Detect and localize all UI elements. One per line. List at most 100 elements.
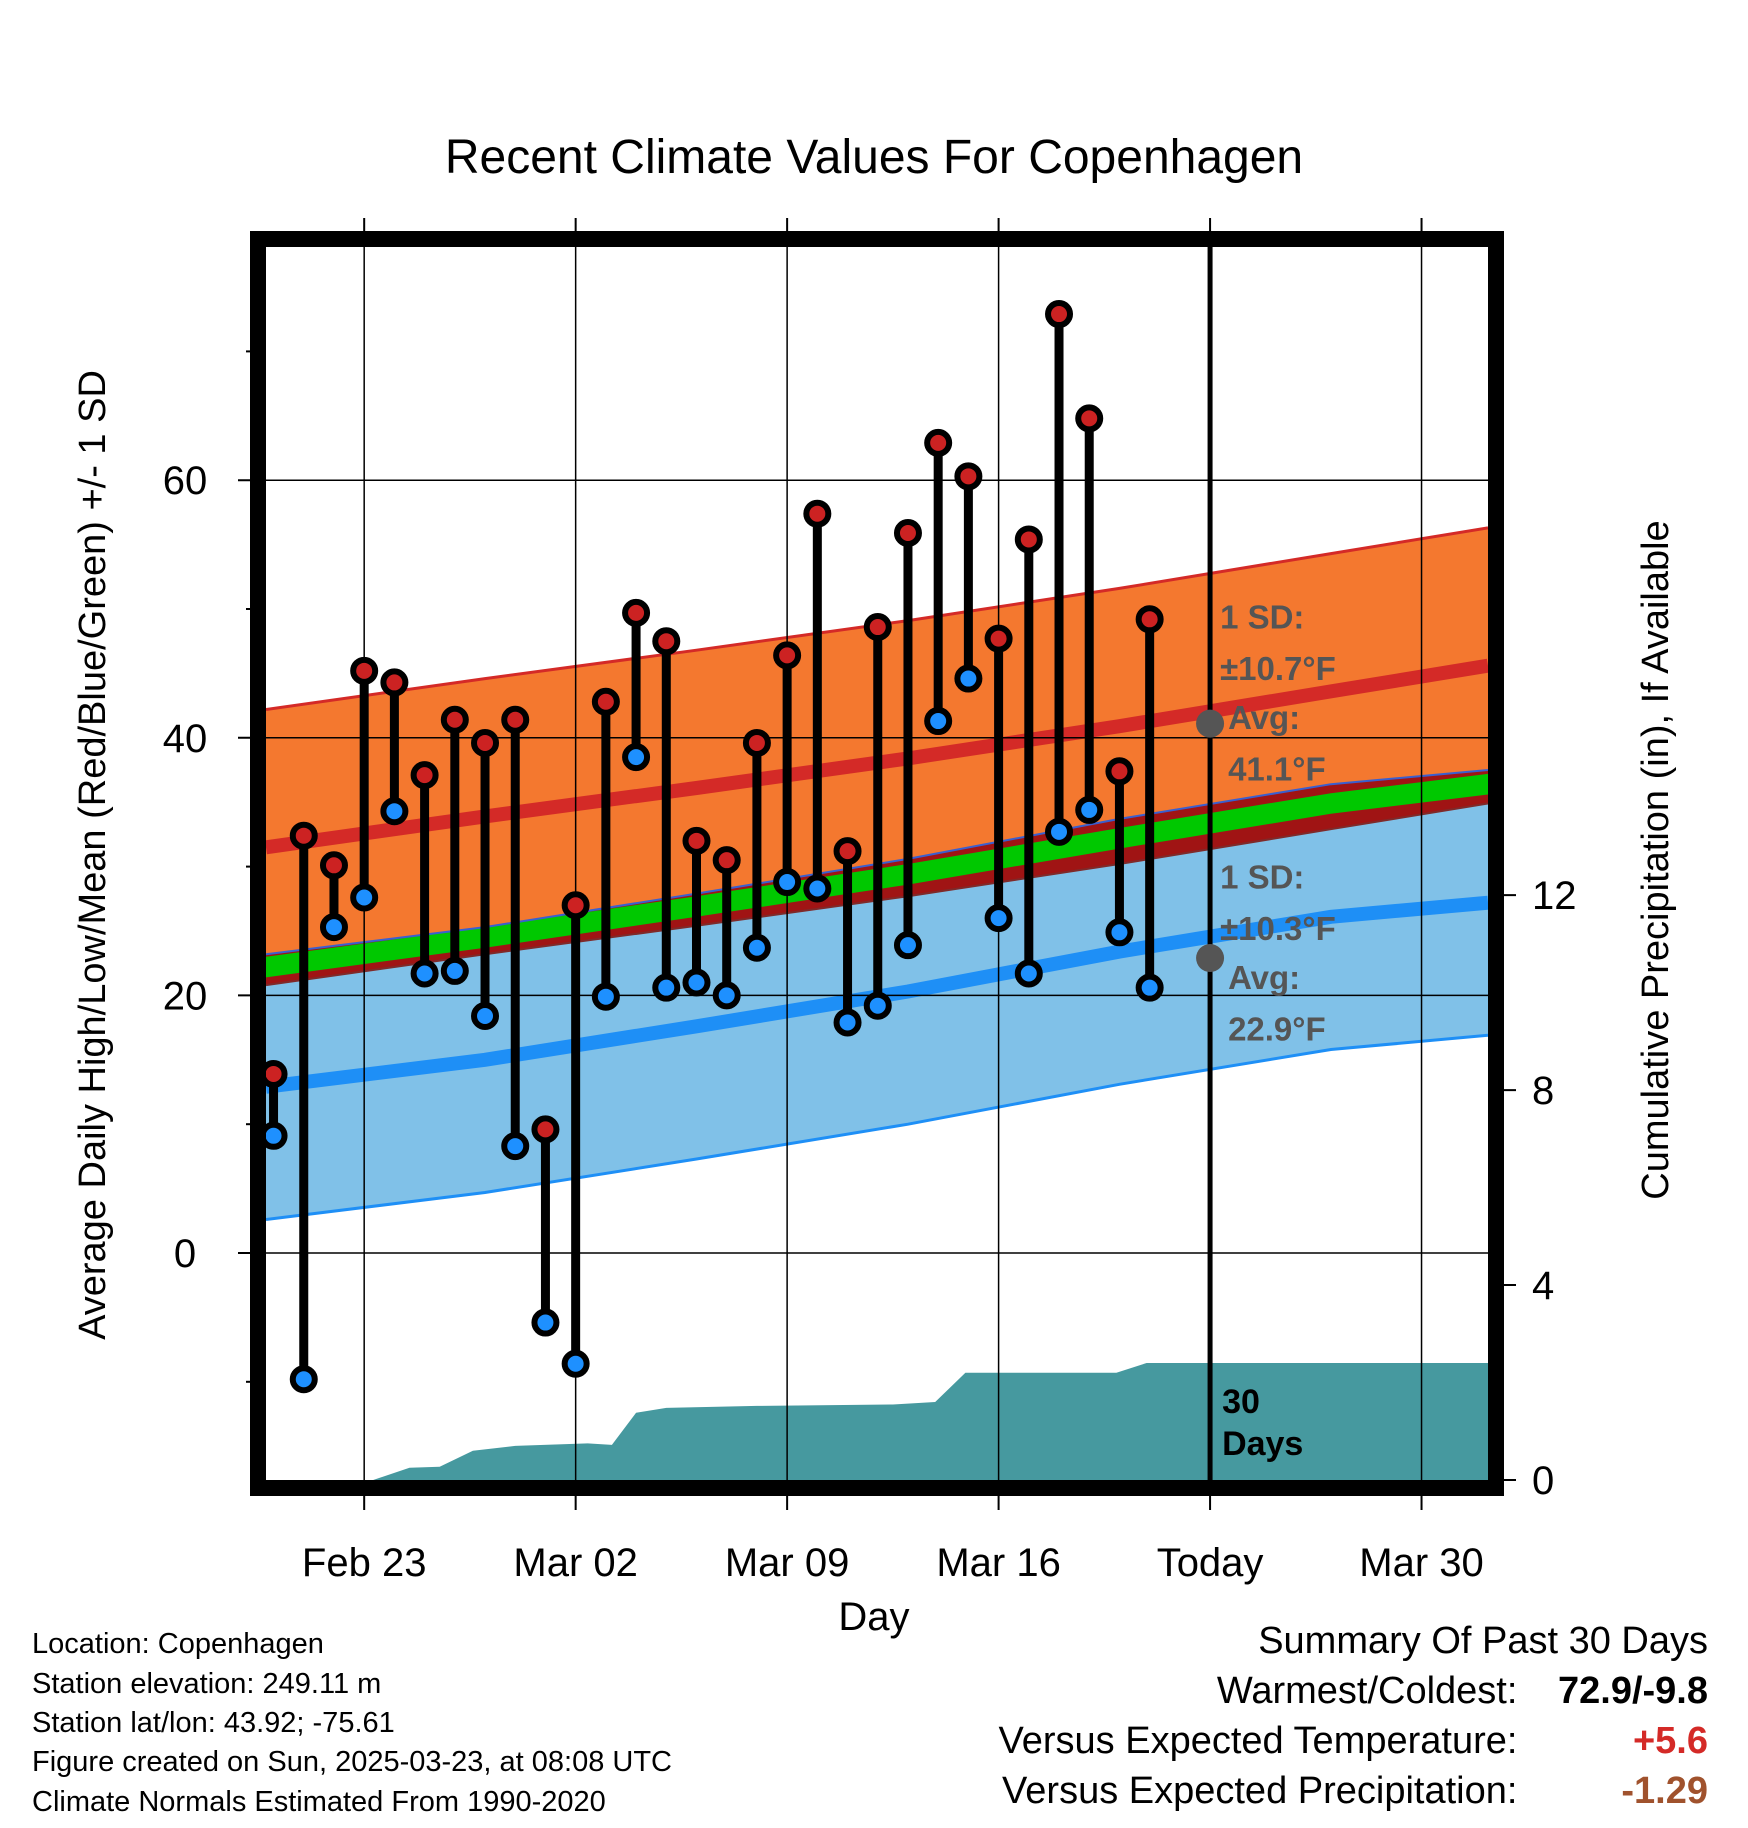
daily-high-point [591, 687, 620, 716]
y2-tick-label: 4 [1532, 1264, 1554, 1308]
warm-cold-label: Warmest/Coldest: [1216, 1670, 1518, 1712]
daily-low-point [893, 931, 922, 960]
daily-high-point [682, 826, 711, 855]
summary-temp: Versus Expected Temperature: +5.6 [999, 1720, 1708, 1763]
x-tick-label: Today [1157, 1541, 1264, 1585]
daily-low-point [682, 968, 711, 997]
precip-days-label-line1: 30 [1222, 1383, 1260, 1421]
y-tick-label: 40 [163, 717, 208, 761]
low-avg-value: 22.9°F [1228, 1010, 1326, 1047]
daily-high-point [863, 613, 892, 642]
temp-vs-expected-value: +5.6 [1632, 1720, 1708, 1762]
daily-low-point [803, 874, 832, 903]
daily-high-point [712, 846, 741, 875]
daily-high-point [893, 519, 922, 548]
y-axis-label: Average Daily High/Low/Mean (Red/Blue/Gr… [72, 370, 114, 1340]
daily-high-point [652, 627, 681, 656]
daily-high-point [440, 705, 469, 734]
daily-low-point [380, 797, 409, 826]
y2-tick-label: 0 [1532, 1459, 1554, 1503]
y2-tick-label: 8 [1532, 1069, 1554, 1113]
created-text: Figure created on Sun, 2025-03-23, at 08… [32, 1746, 672, 1778]
daily-high-point [1075, 404, 1104, 433]
summary-title: Summary Of Past 30 Days [1258, 1620, 1708, 1662]
today-normal-high-marker [1196, 709, 1225, 738]
x-tick-label: Mar 16 [936, 1541, 1061, 1585]
daily-low-point [652, 973, 681, 1002]
daily-high-point [501, 705, 530, 734]
daily-low-point [712, 981, 741, 1010]
daily-low-point [561, 1349, 590, 1378]
daily-low-point [984, 904, 1013, 933]
low-sd-value: ±10.3°F [1220, 910, 1336, 947]
daily-low-point [622, 743, 651, 772]
x-axis-label: Day [838, 1595, 909, 1639]
plot-area: 1 SD: ±10.7°F Avg: 41.1°F 1 SD: ±10.3°F Avg: 22… [266, 247, 1488, 1480]
daily-high-point [924, 428, 953, 457]
daily-low-point [954, 664, 983, 693]
daily-low-point [440, 956, 469, 985]
high-avg-label: Avg: [1228, 699, 1300, 736]
daily-low-point [1135, 973, 1164, 1002]
daily-low-point [1075, 795, 1104, 824]
daily-low-point [531, 1308, 560, 1337]
high-sd-value: ±10.7°F [1220, 650, 1336, 687]
daily-low-point [924, 707, 953, 736]
plot-frame [250, 231, 1504, 1496]
daily-low-point [319, 913, 348, 942]
daily-low-point [410, 959, 439, 988]
normal-low-line [266, 895, 1488, 1094]
daily-high-point [954, 462, 983, 491]
low-avg-label: Avg: [1228, 959, 1300, 996]
daily-low-point [742, 933, 771, 962]
daily-high-point [622, 598, 651, 627]
summary-precip: Versus Expected Precipitation: -1.29 [1002, 1770, 1708, 1813]
daily-low-point [773, 868, 802, 897]
daily-high-point [289, 821, 318, 850]
daily-low-point [1105, 918, 1134, 947]
daily-high-point [773, 641, 802, 670]
location-text: Location: Copenhagen [32, 1628, 324, 1660]
daily-high-point [531, 1115, 560, 1144]
axes: 0 20 40 60 0 4 8 12 Feb 23 Mar 02 Mar 09 Mar 16 Toda… [163, 218, 1577, 1585]
y2-axis-label: Cumulative Precipitation (in), If Availa… [1635, 520, 1677, 1199]
precip-area [266, 1363, 1488, 1480]
daily-high-point [319, 851, 348, 880]
daily-low-point [471, 1002, 500, 1031]
daily-high-point [266, 1059, 288, 1088]
low-sd-lower-line [266, 1033, 1488, 1221]
summary-panel: Summary Of Past 30 Days Warmest/Coldest:… [808, 1620, 1708, 1820]
daily-low-point [1014, 959, 1043, 988]
y-tick-label: 20 [163, 974, 208, 1018]
latlon-text: Station lat/lon: 43.92; -75.61 [32, 1707, 395, 1739]
daily-high-point [1014, 525, 1043, 554]
daily-high-point [1135, 605, 1164, 634]
daily-high-point [471, 728, 500, 757]
daily-low-point [833, 1008, 862, 1037]
daily-high-point [984, 624, 1013, 653]
daily-low-point [350, 883, 379, 912]
x-tick-label: Mar 09 [725, 1541, 850, 1585]
y-tick-label: 0 [174, 1232, 196, 1276]
daily-high-point [350, 656, 379, 685]
daily-low-point [266, 1121, 288, 1150]
daily-high-point [833, 837, 862, 866]
daily-high-point [1105, 757, 1134, 786]
high-avg-value: 41.1°F [1228, 750, 1326, 787]
precip-vs-expected-label: Versus Expected Precipitation: [1002, 1770, 1518, 1812]
daily-low-point [1045, 817, 1074, 846]
high-sd-label: 1 SD: [1220, 598, 1304, 635]
x-tick-label: Mar 02 [513, 1541, 638, 1585]
daily-low-point [591, 982, 620, 1011]
precip-days-label-line2: Days [1222, 1425, 1303, 1463]
daily-high-point [1045, 300, 1074, 329]
y2-tick-label: 12 [1532, 874, 1577, 918]
daily-high-point [410, 761, 439, 790]
low-sd-label: 1 SD: [1220, 858, 1304, 895]
temp-vs-expected-label: Versus Expected Temperature: [998, 1720, 1518, 1762]
today-normal-low-marker [1196, 944, 1225, 973]
warm-cold-value: 72.9/-9.8 [1558, 1670, 1708, 1712]
daily-low-point [289, 1365, 318, 1394]
daily-low-point [863, 991, 892, 1020]
